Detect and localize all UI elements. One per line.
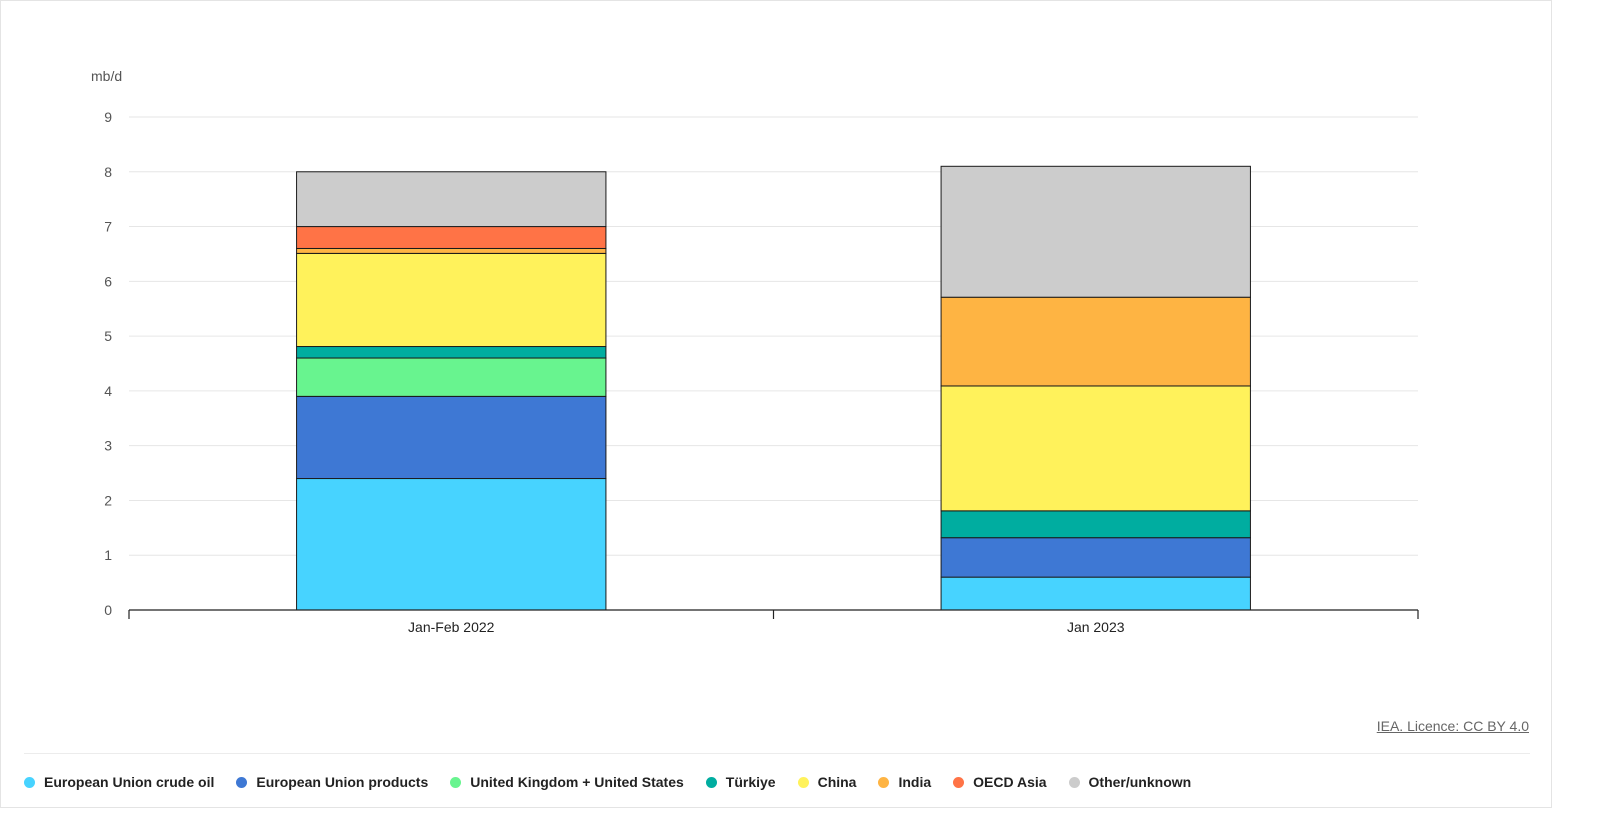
y-tick-label: 4 bbox=[104, 383, 112, 399]
legend-label: United Kingdom + United States bbox=[470, 774, 684, 790]
y-tick-label: 2 bbox=[104, 492, 112, 508]
chart-card bbox=[0, 0, 1552, 808]
y-tick-label: 3 bbox=[104, 438, 112, 454]
legend-swatch-icon bbox=[705, 776, 717, 788]
bar-segment-china[interactable] bbox=[296, 252, 607, 348]
bar-segment-t-rkiye[interactable] bbox=[296, 346, 607, 359]
legend-item[interactable]: India bbox=[878, 774, 931, 790]
y-axis-label: mb/d bbox=[91, 68, 122, 84]
bar-segment-european-union-products[interactable] bbox=[940, 537, 1251, 578]
bar-segment-european-union-crude-oil[interactable] bbox=[296, 478, 607, 611]
legend-divider bbox=[24, 753, 1530, 754]
bar-segment-other-unknown[interactable] bbox=[296, 171, 607, 228]
legend-label: China bbox=[817, 774, 857, 790]
legend-label: European Union crude oil bbox=[44, 774, 215, 790]
legend-swatch-icon bbox=[797, 776, 809, 788]
legend: European Union crude oil European Union p… bbox=[24, 772, 1191, 792]
y-tick-label: 0 bbox=[104, 602, 112, 618]
legend-swatch-icon bbox=[878, 776, 890, 788]
x-category-label: Jan 2023 bbox=[1067, 619, 1125, 635]
legend-swatch-icon bbox=[236, 776, 248, 788]
legend-item[interactable]: China bbox=[797, 774, 857, 790]
legend-swatch-icon bbox=[24, 776, 35, 788]
bar-segment-european-union-products[interactable] bbox=[296, 395, 607, 480]
bar-segment-t-rkiye[interactable] bbox=[940, 510, 1251, 539]
legend-item[interactable]: European Union crude oil bbox=[24, 774, 214, 790]
legend-item[interactable]: Türkiye bbox=[705, 774, 776, 790]
bar-segment-other-unknown[interactable] bbox=[940, 165, 1251, 298]
legend-label: OECD Asia bbox=[973, 774, 1047, 790]
legend-item[interactable]: OECD Asia bbox=[953, 774, 1047, 790]
bar-segment-india[interactable] bbox=[296, 247, 607, 254]
legend-item[interactable]: United Kingdom + United States bbox=[450, 774, 684, 790]
bar-segment-united-kingdom-united-states[interactable] bbox=[296, 357, 607, 397]
y-tick-label: 1 bbox=[104, 547, 112, 563]
y-tick-label: 8 bbox=[104, 164, 112, 180]
legend-label: India bbox=[898, 774, 932, 790]
legend-label: European Union products bbox=[256, 774, 429, 790]
legend-label: Türkiye bbox=[725, 774, 776, 790]
legend-label: Other/unknown bbox=[1088, 774, 1192, 790]
licence-link[interactable]: IEA. Licence: CC BY 4.0 bbox=[1376, 718, 1529, 734]
y-tick-label: 9 bbox=[104, 109, 112, 125]
bar-segment-european-union-crude-oil[interactable] bbox=[940, 576, 1251, 611]
legend-swatch-icon bbox=[1068, 776, 1080, 788]
bar-stacks bbox=[296, 165, 1251, 611]
legend-item[interactable]: European Union products bbox=[236, 774, 428, 790]
bar-segment-india[interactable] bbox=[940, 296, 1251, 387]
x-category-label: Jan-Feb 2022 bbox=[408, 619, 495, 635]
bar-segment-china[interactable] bbox=[940, 385, 1251, 512]
y-tick-label: 7 bbox=[104, 219, 112, 235]
y-tick-label: 6 bbox=[104, 273, 112, 289]
y-tick-label: 5 bbox=[104, 328, 112, 344]
legend-swatch-icon bbox=[450, 776, 462, 788]
axes: 0 1 2 3 4 5 6 7 8 9 Jan-Feb 2022 Jan 2023 bbox=[104, 109, 1419, 635]
legend-item[interactable]: Other/unknown bbox=[1068, 774, 1192, 790]
legend-swatch-icon bbox=[953, 776, 965, 788]
bar-segment-oecd-asia[interactable] bbox=[296, 226, 607, 249]
